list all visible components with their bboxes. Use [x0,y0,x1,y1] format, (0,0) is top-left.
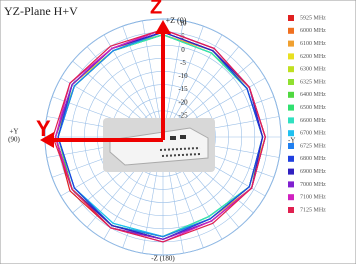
legend-swatch [288,15,294,21]
legend-label: 6200 MHz [300,54,326,60]
r-tick-label: -20 [178,98,188,106]
device-photo [103,118,215,172]
r-tick-label: -15 [178,85,188,93]
legend-label: 6000 MHz [300,28,326,34]
legend-swatch [288,181,294,187]
angle-label: +Z (0) [166,16,187,25]
legend-swatch [288,117,294,123]
legend-swatch [288,28,294,34]
legend-swatch [288,207,294,213]
angle-label: +Y [9,128,18,136]
legend: 5925 MHz 6000 MHz 6100 MHz 6200 MHz 6300 MHz… [283,8,351,218]
legend-label: 6800 MHz [300,156,326,162]
legend-label: 6725 MHz [300,143,326,149]
legend-label: 6600 MHz [300,118,326,124]
z-annotation: Z [150,0,162,18]
angle-label: -Y [288,137,295,145]
angle-label: -Z (180) [151,255,175,263]
legend-label: 6500 MHz [300,105,326,111]
r-tick-label: -10 [178,72,188,80]
legend-swatch [288,105,294,111]
chart: 1050-5-10-15-20-25 YZ-Plane H+V 5925 MHz… [0,0,356,264]
legend-swatch [288,66,294,72]
legend-label: 7000 MHz [300,182,326,188]
legend-label: 7125 MHz [300,207,326,213]
legend-swatch [288,169,294,175]
angle-label: (90) [8,136,20,144]
legend-swatch [288,41,294,47]
legend-label: 6400 MHz [300,92,326,98]
y-annotation: Y [36,116,51,141]
legend-label: 7100 MHz [300,195,326,201]
legend-label: 6325 MHz [300,79,326,85]
legend-swatch [288,130,294,136]
chart-title: YZ-Plane H+V [4,4,78,18]
r-tick-label: 0 [181,46,185,54]
legend-label: 6900 MHz [300,169,326,175]
legend-swatch [288,53,294,59]
device-port [180,135,186,139]
legend-swatch [288,156,294,162]
legend-swatch [288,194,294,200]
legend-label: 6300 MHz [300,67,326,73]
legend-label: 6100 MHz [300,41,326,47]
r-tick-label: -5 [180,59,186,67]
legend-label: 6700 MHz [300,131,326,137]
device-port [170,136,176,140]
legend-swatch [288,79,294,85]
legend-swatch [288,92,294,98]
legend-label: 5925 MHz [300,15,326,21]
